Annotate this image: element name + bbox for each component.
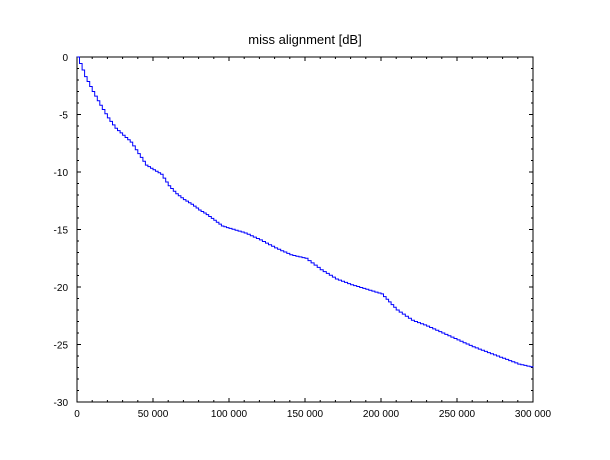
chart-title: miss alignment [dB] xyxy=(248,32,361,47)
plot-frame xyxy=(76,56,534,403)
y-tick-label: -5 xyxy=(59,111,68,122)
y-tick-label: -15 xyxy=(54,226,69,237)
y-tick-label: -20 xyxy=(54,283,69,294)
y-tick-label: -25 xyxy=(54,341,69,352)
x-tick-label: 0 xyxy=(74,409,80,420)
x-tick-label: 300 000 xyxy=(515,409,552,420)
x-tick-label: 150 000 xyxy=(287,409,324,420)
x-tick-label: 50 000 xyxy=(138,409,169,420)
y-tick-label: -30 xyxy=(54,398,69,409)
x-tick-label: 100 000 xyxy=(211,409,248,420)
y-tick-label: 0 xyxy=(62,53,68,64)
x-tick-label: 200 000 xyxy=(363,409,400,420)
y-tick-label: -10 xyxy=(54,168,69,179)
x-tick-label: 250 000 xyxy=(439,409,476,420)
series-line-0 xyxy=(77,56,534,368)
